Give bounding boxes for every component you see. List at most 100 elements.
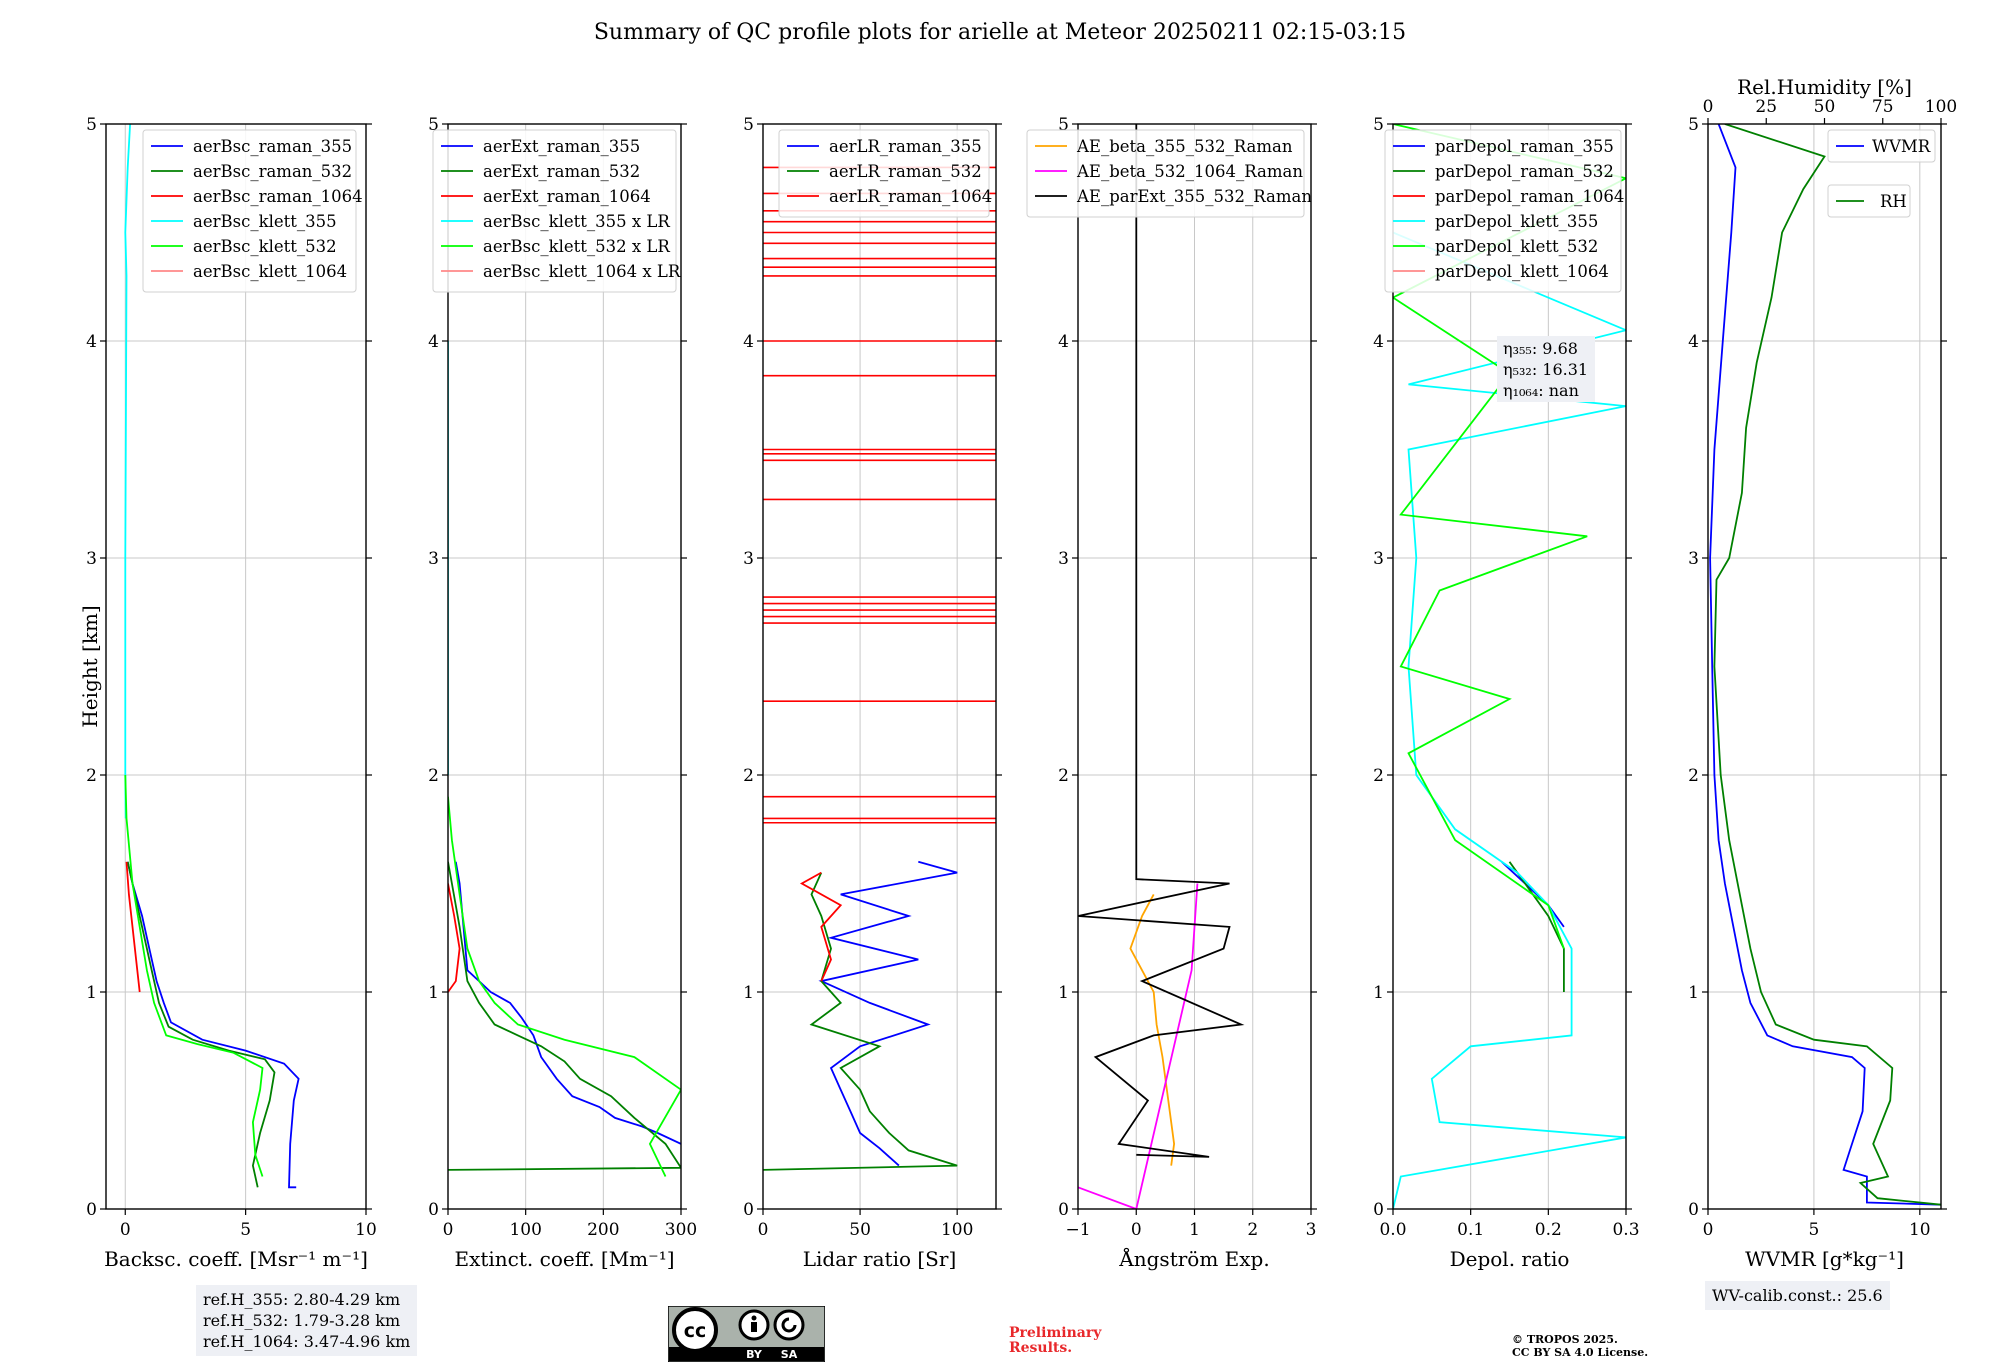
cc-sa-label: SA [781, 1348, 798, 1361]
legend-label: aerBsc_raman_1064 [193, 187, 363, 206]
legend-label: WVMR [1872, 137, 1931, 156]
series-line-aerLR_raman_1064 [799, 871, 843, 982]
cc-logo-text: cc [684, 1320, 707, 1342]
x-tick-label: 0 [443, 1220, 454, 1240]
axes-frame [762, 123, 997, 1210]
y-tick-label: 3 [1058, 549, 1069, 569]
y-tick-label: 0 [743, 1200, 754, 1220]
top-tick-label: 75 [1872, 97, 1894, 117]
legend-label: aerBsc_raman_532 [193, 162, 352, 181]
legend-label: aerBsc_klett_532 [193, 237, 337, 256]
legend-label: parDepol_klett_1064 [1435, 262, 1609, 281]
preliminary-line-2: Results. [1009, 1340, 1073, 1356]
series-line-aerBsc_raman_355 [126, 861, 300, 1189]
series-line-parDepol_raman_532 [1508, 861, 1565, 992]
series-line-AE_parExt_355_532_Raman [1078, 124, 1245, 1158]
axes-frame [1707, 123, 1942, 1210]
reference-height-box: ref.H_355: 2.80-4.29 km ref.H_532: 1.79-… [196, 1285, 418, 1356]
legend-label: aerExt_raman_532 [483, 162, 640, 181]
series-line-WVMR [1709, 124, 1941, 1206]
y-tick-label: 5 [1058, 115, 1069, 135]
series-line-parDepol_raman_355 [1501, 861, 1565, 928]
legend-label: aerLR_raman_1064 [829, 187, 992, 206]
x-tick-label: 0.0 [1379, 1220, 1406, 1240]
legend-label: AE_parExt_355_532_Raman [1076, 187, 1312, 206]
legend-box [1384, 129, 1622, 293]
legend-label: aerBsc_klett_1064 x LR [483, 262, 681, 281]
series-line-aerBsc_raman_532 [126, 861, 276, 1188]
wv-calib-text: WV-calib.const.: 25.6 [1712, 1286, 1883, 1305]
axes-frame [105, 123, 367, 1210]
x-tick-label: 0 [758, 1220, 769, 1240]
legend-box [142, 129, 357, 293]
legend-label: aerBsc_klett_1064 [193, 262, 347, 281]
panel-bsc: 0 5 10 0 1 2 3 4 5 Backsc. coeff. [Msr⁻¹ m⁻¹] Heig… [78, 115, 377, 1271]
legend-box [778, 129, 990, 218]
series-line-aerBsc_klett_532 [124, 774, 264, 1177]
y-tick-label: 4 [1373, 332, 1384, 352]
legend-label: aerExt_raman_355 [483, 137, 640, 156]
series-line-aerBsc_klett_355 [124, 124, 131, 819]
cc-by-label: BY [746, 1348, 763, 1361]
y-tick-label: 3 [86, 549, 97, 569]
legend: parDepol_raman_355 parDepol_raman_532 parD… [1384, 129, 1624, 293]
x-tick-label: 10 [355, 1220, 377, 1240]
legend-label: aerBsc_klett_355 [193, 212, 337, 231]
y-tick-label: 4 [428, 332, 439, 352]
top-tick-label: 0 [1703, 97, 1714, 117]
figure-title: Summary of QC profile plots for arielle … [593, 20, 1407, 45]
legend-box [432, 129, 677, 293]
series-line-aerLR_raman_532 [763, 872, 958, 1171]
panel-ext: 0 100 200 300 0 1 2 3 4 5 Extinct. coeff. [Mm⁻¹] ae… [428, 115, 697, 1271]
x-tick-label: 3 [1306, 1220, 1317, 1240]
y-tick-label: 2 [1688, 766, 1699, 786]
y-axis-label: Height [km] [78, 605, 102, 727]
y-tick-label: 4 [86, 332, 97, 352]
x-tick-label: 0.1 [1457, 1220, 1484, 1240]
series-line-parDepol_klett_355 [1393, 231, 1626, 1209]
legend-rh: RH [1827, 184, 1911, 218]
x-tick-label: 0 [120, 1220, 131, 1240]
x-tick-label: 5 [1808, 1220, 1819, 1240]
x-axis-label: Backsc. coeff. [Msr⁻¹ m⁻¹] [104, 1247, 368, 1271]
x-axis-label: WVMR [g*kg⁻¹] [1745, 1247, 1904, 1271]
legend-label: parDepol_raman_1064 [1435, 187, 1624, 206]
x-tick-label: 50 [849, 1220, 871, 1240]
x-axis-label: Ångström Exp. [1118, 1246, 1269, 1271]
y-tick-label: 5 [1373, 115, 1384, 135]
refh-355: ref.H_355: 2.80-4.29 km [203, 1290, 401, 1309]
y-tick-label: 3 [428, 549, 439, 569]
y-tick-label: 0 [86, 1200, 97, 1220]
legend: WVMR [1827, 129, 1936, 163]
y-tick-label: 1 [86, 983, 97, 1003]
eta-line: η₅₃₂: 16.31 [1503, 360, 1588, 379]
y-tick-label: 4 [1688, 332, 1699, 352]
legend-label: RH [1880, 192, 1907, 211]
y-tick-label: 3 [1373, 549, 1384, 569]
legend-label: parDepol_klett_355 [1435, 212, 1598, 231]
series-line-aerExt_raman_355 [454, 861, 681, 1145]
eta-box [1497, 336, 1595, 402]
x-axis-label: Extinct. coeff. [Mm⁻¹] [454, 1247, 674, 1271]
panel-depol: 0.0 0.1 0.2 0.3 0 1 2 3 4 5 Depol. ratio parDepol_r… [1373, 115, 1639, 1271]
legend-label: aerBsc_raman_355 [193, 137, 352, 156]
top-tick-label: 25 [1755, 97, 1777, 117]
refh-1064: ref.H_1064: 3.47-4.96 km [203, 1332, 411, 1351]
series-line-aerLR_raman_355 [818, 860, 958, 1167]
series-line-RH [1713, 124, 1941, 1206]
y-tick-label: 5 [86, 115, 97, 135]
x-tick-label: 1 [1189, 1220, 1200, 1240]
top-tick-label: 50 [1814, 97, 1836, 117]
legend-box [1026, 129, 1305, 218]
cc-by-sa-logo: cc BY SA [668, 1306, 825, 1362]
x-tick-label: 0 [1131, 1220, 1142, 1240]
legend: AE_beta_355_532_Raman AE_beta_532_1064_Ra… [1026, 129, 1312, 218]
series-line-AE_beta_532_1064_Raman [1078, 883, 1199, 1209]
axes-frame [447, 123, 682, 1210]
wv-calib-box: WV-calib.const.: 25.6 [1705, 1281, 1890, 1310]
preliminary-note: Preliminary Results. [1009, 1326, 1101, 1356]
